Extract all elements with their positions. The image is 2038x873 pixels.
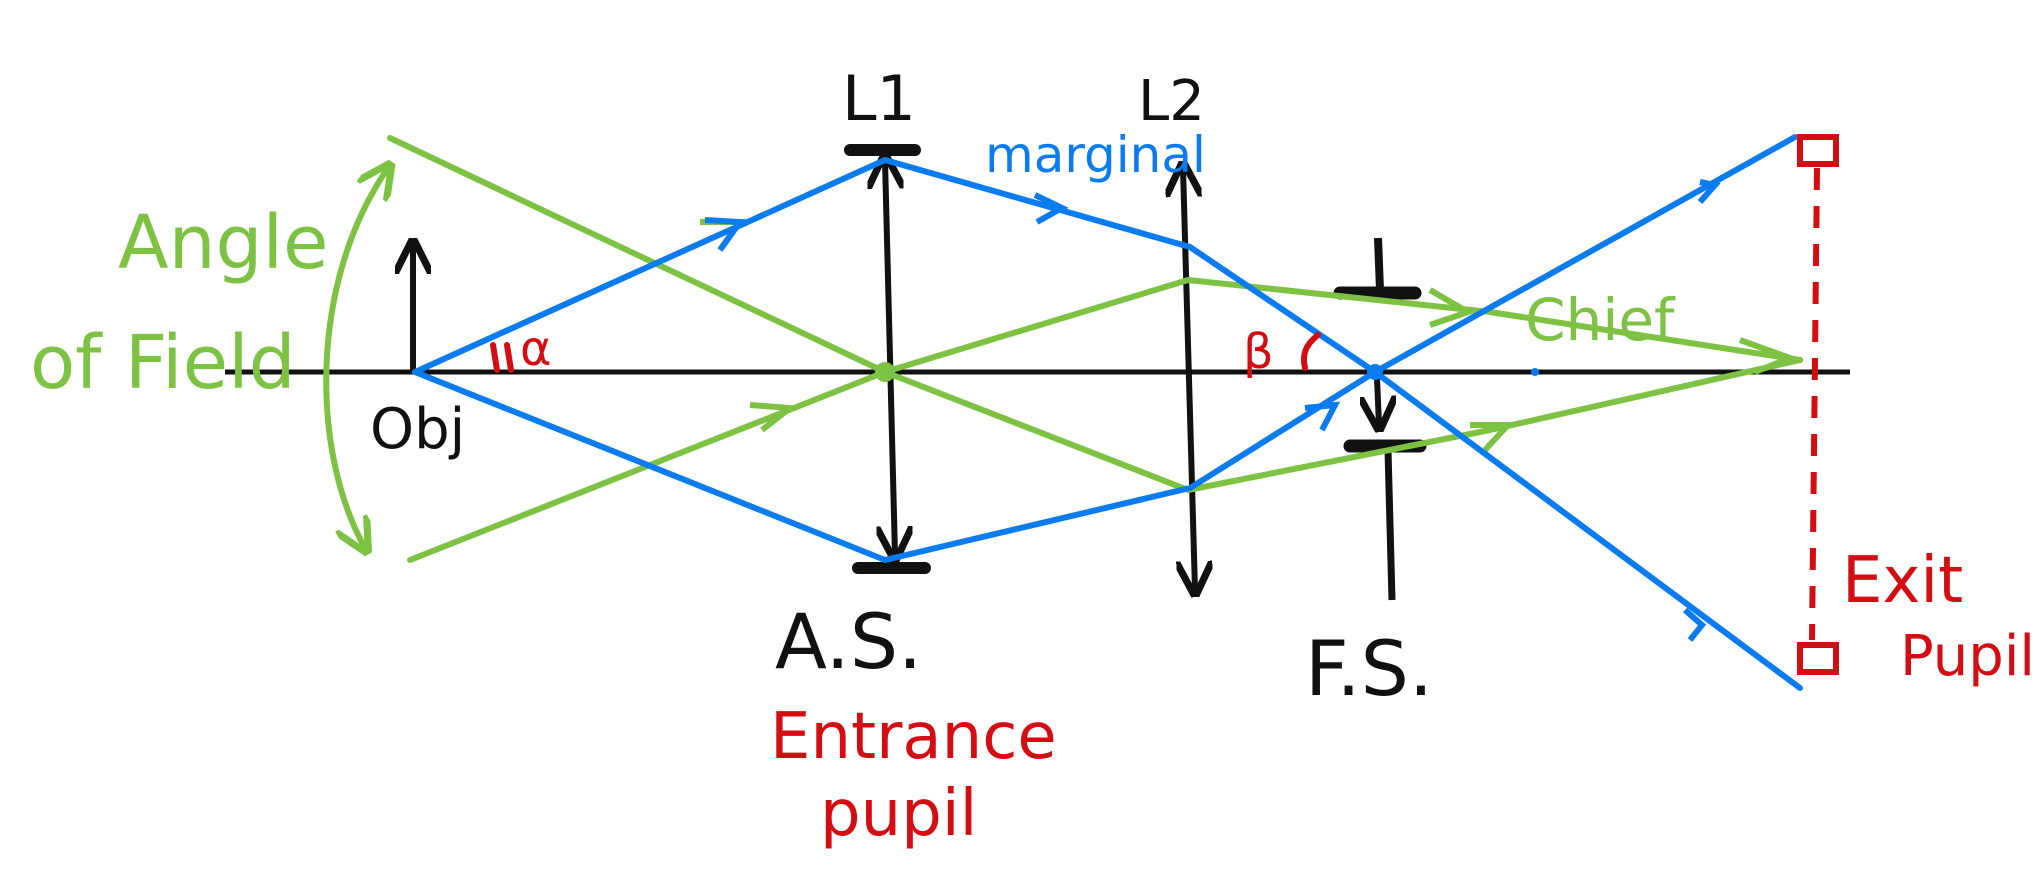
exit-pupil: [1797, 134, 1839, 675]
exit-pupil-label-line2: Pupil: [1900, 624, 2035, 689]
entrance-pupil-label-line1: Entrance: [770, 700, 1057, 774]
lens-l1: [885, 160, 895, 555]
entrance-pupil-label-line2: pupil: [820, 777, 977, 851]
chief-ray-arrowhead-3: [1428, 287, 1476, 328]
entrance-pupil-center: [875, 362, 895, 382]
exit-pupil-dashed-line: [1809, 167, 1820, 641]
angle-marks: [490, 332, 1321, 373]
beta-label: β: [1243, 324, 1274, 380]
marginal-rays: [412, 134, 1803, 691]
marginal-label: marginal: [985, 126, 1206, 184]
marginal-ray-arrowhead-4: [1697, 179, 1721, 204]
chief-ray-arrowhead-5: [1738, 337, 1799, 375]
marginal-ray-arrowhead-2: [1033, 192, 1069, 225]
axis-dot: [1531, 368, 1539, 376]
alpha-tick-1: [490, 342, 500, 373]
marginal-ray-arrowhead-1: [704, 217, 746, 252]
field-stop-arrow: [1377, 377, 1379, 425]
marginal-ray-lower: [412, 369, 1803, 691]
angle-of-field-label-line2: of Field: [30, 320, 296, 406]
chief-ray-lower: [407, 277, 1803, 563]
exit-pupil-top-marker: [1797, 134, 1839, 167]
marginal-ray-arrowhead-5: [1683, 607, 1707, 642]
exit-pupil-label-line1: Exit: [1842, 544, 1963, 618]
alpha-tick-2: [504, 342, 514, 373]
exit-pupil-bottom-marker: [1797, 642, 1839, 675]
marginal-ray-arrowhead-3: [1304, 401, 1341, 432]
chief-ray-arrowhead-2: [749, 402, 798, 433]
lens-l2: [1183, 168, 1195, 590]
marginal-ray-upper: [412, 134, 1798, 375]
lens-l2-label: L2: [1138, 69, 1205, 134]
field-stop-top: [1374, 237, 1384, 291]
aperture-stop-label: A.S.: [775, 597, 922, 686]
lens-l1-label: L1: [842, 62, 916, 135]
field-stop-label: F.S.: [1305, 624, 1433, 713]
angle-of-field-arc: [323, 168, 388, 548]
chief-label: Chief: [1525, 286, 1676, 354]
beta-tick: [1300, 332, 1321, 371]
marginal-cross-point: [1367, 364, 1383, 380]
alpha-label: α: [520, 321, 552, 377]
chief-ray-arrowhead-4: [1470, 422, 1515, 453]
object-label: Obj: [370, 397, 465, 462]
angle-of-field-label-line1: Angle: [118, 200, 329, 286]
field-stop-bottom: [1384, 449, 1396, 601]
